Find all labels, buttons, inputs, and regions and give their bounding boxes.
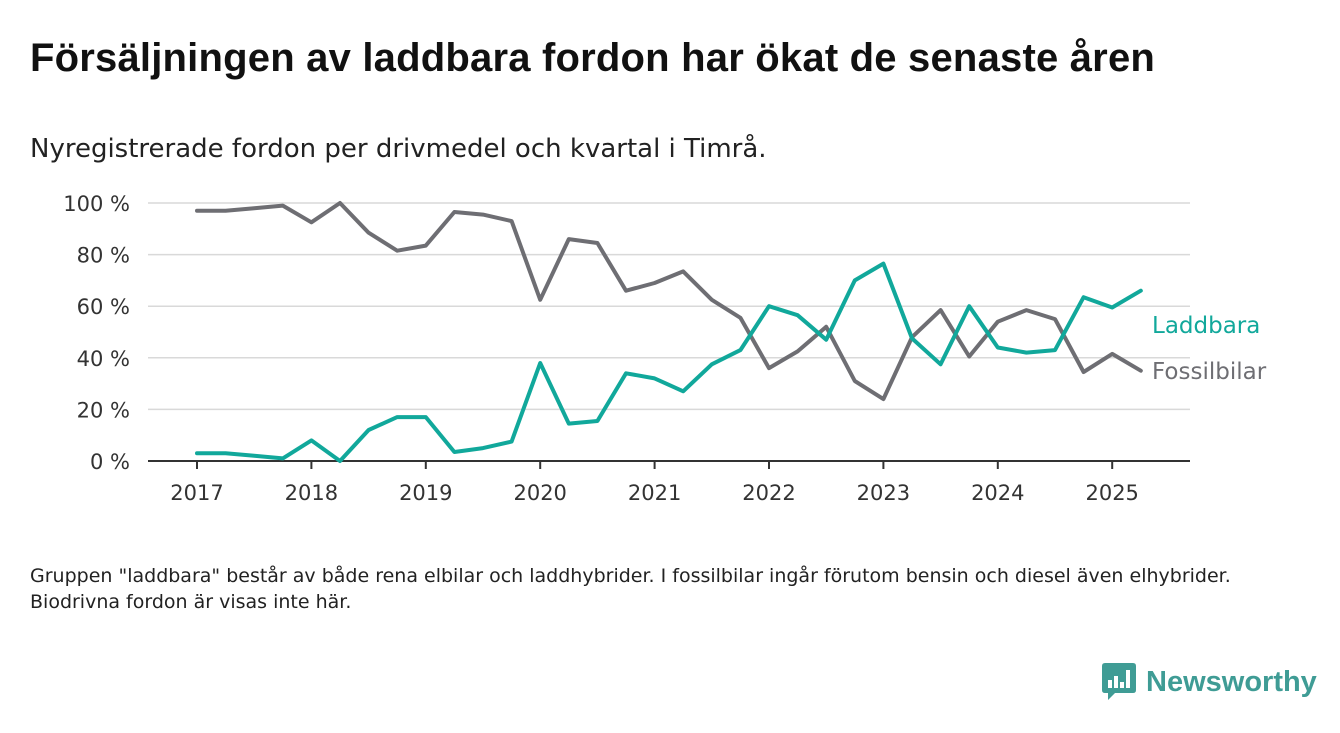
x-tick-label: 2023: [857, 481, 910, 505]
chart-title: Försäljningen av laddbara fordon har öka…: [30, 36, 1156, 80]
x-tick-label: 2020: [513, 481, 566, 505]
x-tick-label: 2018: [285, 481, 338, 505]
series-line-laddbara: [195, 261, 1143, 463]
x-tick-label: 2021: [628, 481, 681, 505]
series-labels: Laddbara Fossilbilar: [1152, 313, 1267, 385]
x-tick-label: 2024: [971, 481, 1024, 505]
y-tick-label: 60 %: [77, 295, 130, 319]
x-tick-label: 2017: [170, 481, 223, 505]
y-axis-tick-labels: 0 % 20 % 40 % 60 % 80 % 100 %: [63, 192, 130, 474]
y-tick-label: 80 %: [77, 244, 130, 268]
line-chart: 0 % 20 % 40 % 60 % 80 % 100 % 2017 2018 2019 202…: [63, 192, 1267, 505]
bar-chart-speech-bubble-icon: [1102, 663, 1136, 700]
y-tick-label: 0 %: [90, 450, 130, 474]
series-lines: [195, 201, 1143, 463]
y-tick-label: 20 %: [77, 398, 130, 422]
footnote: Gruppen "laddbara" består av både rena e…: [30, 565, 1231, 613]
y-tick-label: 40 %: [77, 347, 130, 371]
x-tick-label: 2025: [1085, 481, 1138, 505]
brand-name: Newsworthy: [1146, 665, 1317, 698]
chart-subtitle: Nyregistrerade fordon per drivmedel och …: [30, 134, 767, 164]
series-label-fossilbilar: Fossilbilar: [1152, 359, 1267, 385]
x-tick-label: 2019: [399, 481, 452, 505]
series-label-laddbara: Laddbara: [1152, 313, 1260, 339]
x-axis: 2017 2018 2019 2020 2021 2022 2023 2024 2025: [148, 460, 1190, 505]
gridlines: [148, 202, 1190, 411]
newsworthy-logo[interactable]: Newsworthy: [1102, 662, 1317, 702]
y-tick-label: 100 %: [63, 192, 130, 216]
x-tick-label: 2022: [742, 481, 795, 505]
series-line-fossilbilar: [195, 201, 1143, 402]
